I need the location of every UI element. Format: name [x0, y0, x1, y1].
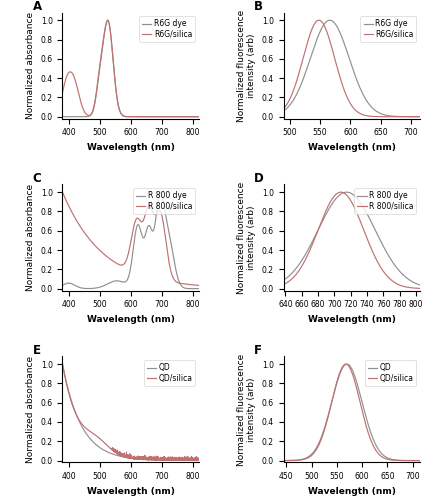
Y-axis label: Normalized fluorescence
intensity (arb): Normalized fluorescence intensity (arb): [237, 10, 256, 122]
Legend: QD, QD/silica: QD, QD/silica: [364, 360, 415, 386]
X-axis label: Wavelength (nm): Wavelength (nm): [86, 487, 174, 496]
Y-axis label: Normalized fluorescence
intensity (arb): Normalized fluorescence intensity (arb): [237, 182, 256, 294]
Text: F: F: [253, 344, 261, 357]
X-axis label: Wavelength (nm): Wavelength (nm): [307, 487, 395, 496]
X-axis label: Wavelength (nm): Wavelength (nm): [307, 143, 395, 152]
X-axis label: Wavelength (nm): Wavelength (nm): [86, 143, 174, 152]
Text: B: B: [253, 0, 262, 14]
Text: E: E: [32, 344, 40, 357]
Legend: R 800 dye, R 800/silica: R 800 dye, R 800/silica: [353, 188, 415, 214]
Legend: QD, QD/silica: QD, QD/silica: [143, 360, 195, 386]
Y-axis label: Normalized absorbance: Normalized absorbance: [26, 12, 35, 119]
Text: C: C: [32, 172, 41, 186]
Y-axis label: Normalized absorbance: Normalized absorbance: [26, 184, 35, 291]
Y-axis label: Normalized fluorescence
intensity (arb): Normalized fluorescence intensity (arb): [237, 354, 256, 466]
Legend: R6G dye, R6G/silica: R6G dye, R6G/silica: [139, 16, 195, 42]
X-axis label: Wavelength (nm): Wavelength (nm): [307, 315, 395, 324]
Legend: R 800 dye, R 800/silica: R 800 dye, R 800/silica: [133, 188, 195, 214]
Text: A: A: [32, 0, 41, 14]
Legend: R6G dye, R6G/silica: R6G dye, R6G/silica: [359, 16, 415, 42]
X-axis label: Wavelength (nm): Wavelength (nm): [86, 315, 174, 324]
Y-axis label: Normalized absorbance: Normalized absorbance: [26, 356, 35, 463]
Text: D: D: [253, 172, 263, 186]
